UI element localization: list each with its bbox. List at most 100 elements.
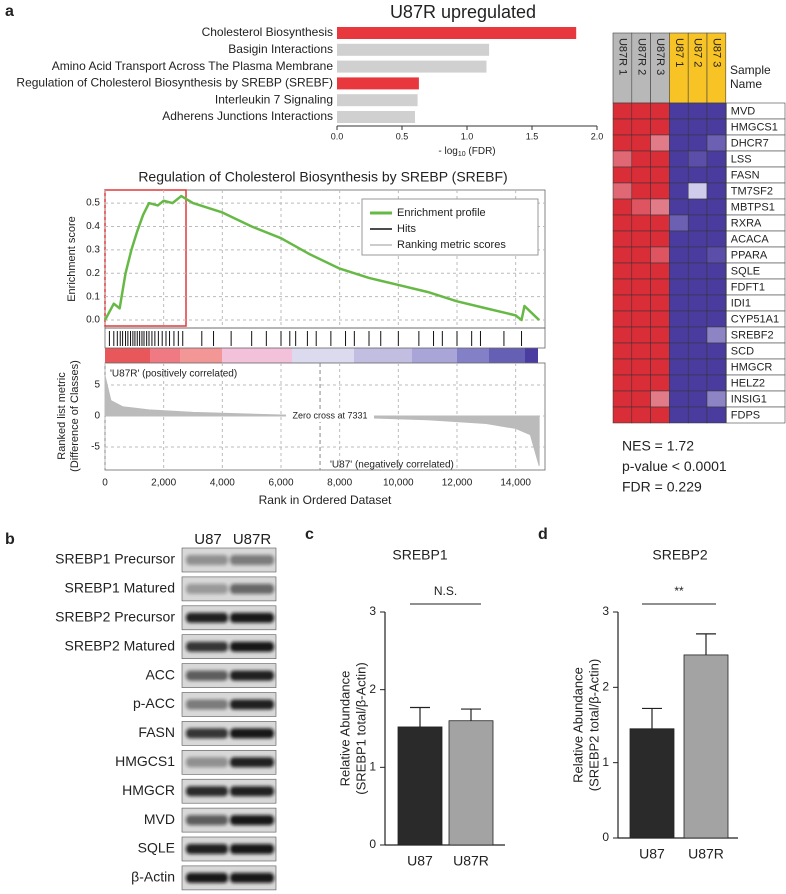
rank-color-bar <box>105 348 538 363</box>
significance-label: ** <box>674 584 684 598</box>
heatmap-cell <box>612 374 633 392</box>
category-label: Basigin Interactions <box>228 42 333 56</box>
y-tick-label: 0.3 <box>86 245 100 256</box>
heatmap-cell <box>706 374 727 392</box>
y-axis-label: Relative Abundance <box>337 671 352 787</box>
blot-band <box>186 670 228 681</box>
heatmap-cell <box>631 182 651 200</box>
stat-label: FDR = 0.229 <box>622 479 702 495</box>
bar <box>337 60 487 73</box>
bar <box>683 654 729 839</box>
blot-band <box>230 728 274 739</box>
heatmap-cell <box>706 102 727 120</box>
blot-band <box>186 555 228 565</box>
heatmap-cell <box>669 214 689 232</box>
panel-label: c <box>305 526 314 543</box>
heatmap-cell <box>650 278 670 296</box>
y2-axis-label: (Difference of Classes) <box>69 360 81 472</box>
y2-tick-label: -5 <box>91 442 100 453</box>
row-label: FDFT1 <box>731 281 765 293</box>
heatmap-cell <box>669 406 689 424</box>
blot-band <box>230 583 274 594</box>
heatmap-cell <box>669 230 689 248</box>
heatmap-cell <box>650 262 670 280</box>
blot-row-label: p-ACC <box>133 695 175 711</box>
heatmap-cell <box>650 150 670 168</box>
heatmap-cell <box>706 326 727 344</box>
heatmap-cell <box>687 358 708 376</box>
blot-band <box>230 757 274 768</box>
heatmap-cell <box>612 342 633 360</box>
y-tick-label: 0.0 <box>86 315 100 326</box>
blot-column-label: U87R <box>233 531 272 548</box>
y-tick-label: 3 <box>369 604 376 618</box>
y-tick-label: 2 <box>602 680 609 694</box>
heatmap-cell <box>687 374 708 392</box>
heatmap-cell <box>612 166 633 184</box>
row-label: RXRA <box>731 217 762 229</box>
heatmap-cell <box>706 134 727 152</box>
x-axis-label: Rank in Ordered Dataset <box>259 493 392 507</box>
heatmap-cell <box>669 246 689 264</box>
blot-band <box>186 583 228 594</box>
x-axis-label-part: (FDR) <box>466 146 496 157</box>
row-label: PPARA <box>731 249 768 261</box>
heatmap-cell <box>706 214 727 232</box>
heatmap-cell <box>631 390 651 408</box>
blot-band <box>230 786 274 797</box>
heatmap-cell <box>706 150 727 168</box>
heatmap-cell <box>669 326 689 344</box>
blot-band <box>230 815 274 826</box>
heatmap-cell <box>669 262 689 280</box>
annotation: Zero cross at 7331 <box>292 410 367 420</box>
x-tick-label: U87 <box>639 846 665 862</box>
heatmap-cell <box>612 214 633 232</box>
heatmap-cell <box>612 182 633 200</box>
heatmap-cell <box>612 294 633 312</box>
heatmap-cell <box>669 278 689 296</box>
heatmap-cell <box>612 198 633 216</box>
heatmap-cell <box>669 374 689 392</box>
row-label: SREBF2 <box>731 329 774 341</box>
blot-row-label: SREBP2 Matured <box>65 637 176 653</box>
heatmap-cell <box>612 358 633 376</box>
x-tick-label: U87 <box>407 853 433 869</box>
x-tick-label: 0 <box>102 478 108 489</box>
heatmap-cell <box>612 102 633 120</box>
y-tick-label: 1 <box>369 760 376 774</box>
x-tick-label: 14,000 <box>500 478 531 489</box>
row-label: SQLE <box>731 265 760 277</box>
heatmap-cell <box>687 294 708 312</box>
heatmap-cell <box>669 310 689 328</box>
heatmap-cell <box>631 406 651 424</box>
blot-column-label: U87 <box>194 531 222 548</box>
heatmap-cell <box>612 406 633 424</box>
row-label: INSIG1 <box>731 393 767 405</box>
heatmap-cell <box>687 198 708 216</box>
heatmap-cell <box>687 214 708 232</box>
blot-row-label: SREBP2 Precursor <box>55 609 175 625</box>
heatmap-cell <box>706 294 727 312</box>
legend-label: Enrichment profile <box>397 207 486 219</box>
heatmap-cell <box>631 278 651 296</box>
heatmap-cell <box>669 358 689 376</box>
y-tick-label: 0 <box>369 837 376 851</box>
x-axis-label-part: 10 <box>458 151 466 158</box>
bar <box>337 27 577 39</box>
heatmap-cell <box>687 118 708 136</box>
heatmap-cell <box>706 230 727 248</box>
y-tick-label: 1 <box>602 755 609 769</box>
x-tick-label: 6,000 <box>268 478 293 489</box>
heatmap-cell <box>631 246 651 264</box>
heatmap-cell <box>687 278 708 296</box>
row-label: HELZ2 <box>731 377 765 389</box>
heatmap-cell <box>650 294 670 312</box>
x-tick-label: 4,000 <box>210 478 235 489</box>
heatmap-cell <box>650 342 670 360</box>
x-tick-label: 0.0 <box>331 131 344 141</box>
heatmap-cell <box>706 406 727 424</box>
heatmap-cell <box>650 230 670 248</box>
blot-band <box>230 872 274 883</box>
heatmap-cell <box>687 246 708 264</box>
